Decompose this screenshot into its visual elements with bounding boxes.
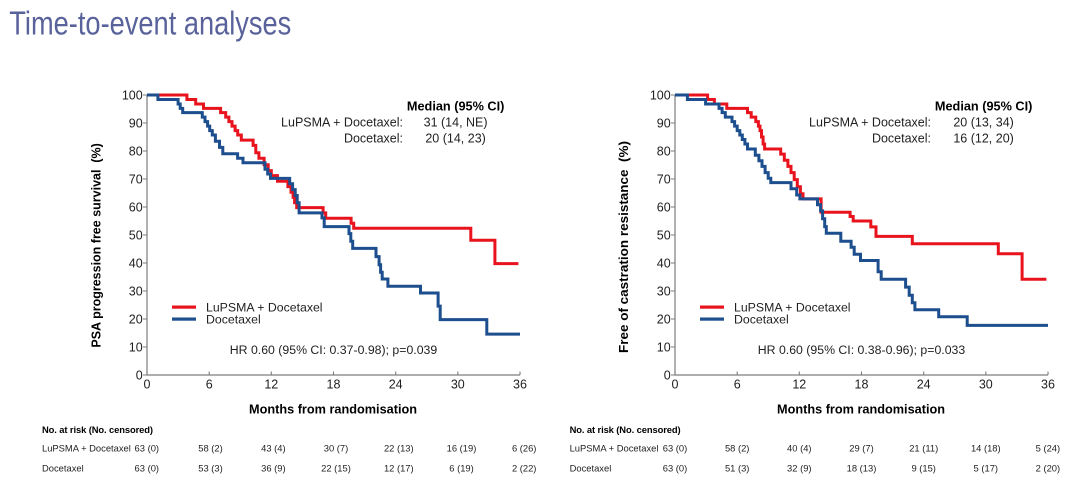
svg-text:14 (18): 14 (18): [971, 442, 1001, 453]
svg-text:10: 10: [657, 341, 671, 355]
svg-text:21 (11): 21 (11): [909, 442, 938, 453]
svg-text:40: 40: [657, 257, 671, 271]
svg-text:22 (15): 22 (15): [321, 462, 351, 473]
svg-text:PSA progression free survival: PSA progression free survival (%): [90, 143, 104, 347]
svg-text:Docetaxel: Docetaxel: [42, 462, 84, 473]
svg-text:Median (95% CI): Median (95% CI): [407, 100, 505, 114]
svg-text:36: 36: [1041, 378, 1055, 392]
svg-text:18: 18: [327, 378, 341, 392]
svg-text:30: 30: [979, 378, 993, 392]
svg-text:60: 60: [129, 201, 143, 215]
svg-text:10: 10: [129, 341, 143, 355]
svg-text:0: 0: [664, 369, 671, 383]
svg-text:0: 0: [136, 369, 143, 383]
svg-text:36 (9): 36 (9): [261, 462, 286, 473]
svg-text:LuPSMA + Docetaxel: LuPSMA + Docetaxel: [42, 442, 131, 453]
svg-text:22 (13): 22 (13): [384, 442, 414, 453]
svg-text:6 (19): 6 (19): [449, 462, 474, 473]
svg-text:20: 20: [657, 313, 671, 327]
svg-text:Docetaxel: Docetaxel: [734, 313, 789, 327]
svg-text:30 (7): 30 (7): [324, 442, 349, 453]
svg-text:36: 36: [513, 378, 527, 392]
svg-text:Months from randomisation: Months from randomisation: [249, 402, 417, 416]
svg-text:18: 18: [855, 378, 869, 392]
svg-text:80: 80: [129, 145, 143, 159]
svg-text:5 (17): 5 (17): [974, 462, 999, 473]
svg-text:No. at risk (No. censored): No. at risk (No. censored): [42, 424, 153, 435]
svg-text:43 (4): 43 (4): [261, 442, 286, 453]
svg-text:6: 6: [734, 378, 741, 392]
svg-text:20 (14, 23): 20 (14, 23): [425, 131, 485, 145]
svg-text:9 (15): 9 (15): [911, 462, 936, 473]
svg-text:LuPSMA + Docetaxel:: LuPSMA + Docetaxel:: [809, 116, 931, 130]
svg-text:53 (3): 53 (3): [198, 462, 223, 473]
svg-text:HR 0.60 (95% CI: 0.38-0.96); p: HR 0.60 (95% CI: 0.38-0.96); p=0.033: [758, 343, 966, 357]
svg-text:18 (13): 18 (13): [847, 462, 877, 473]
svg-text:LuPSMA + Docetaxel: LuPSMA + Docetaxel: [570, 442, 659, 453]
svg-text:80: 80: [657, 145, 671, 159]
svg-text:40: 40: [129, 257, 143, 271]
svg-text:20: 20: [129, 313, 143, 327]
svg-text:Docetaxel: Docetaxel: [570, 462, 612, 473]
svg-text:Median (95% CI): Median (95% CI): [935, 100, 1033, 114]
svg-text:2 (20): 2 (20): [1036, 462, 1061, 473]
svg-text:30: 30: [129, 285, 143, 299]
svg-text:LuPSMA + Docetaxel:: LuPSMA + Docetaxel:: [281, 116, 403, 130]
svg-text:70: 70: [129, 173, 143, 187]
svg-text:90: 90: [129, 117, 143, 131]
svg-text:LuPSMA + Docetaxel: LuPSMA + Docetaxel: [734, 301, 851, 315]
svg-text:2 (22): 2 (22): [512, 462, 537, 473]
svg-text:0: 0: [144, 378, 151, 392]
svg-text:50: 50: [657, 229, 671, 243]
svg-text:30: 30: [657, 285, 671, 299]
svg-text:5 (24): 5 (24): [1036, 442, 1061, 453]
svg-text:0: 0: [672, 378, 679, 392]
svg-text:12: 12: [264, 378, 278, 392]
svg-text:Docetaxel:: Docetaxel:: [344, 131, 403, 145]
svg-text:Months from randomisation: Months from randomisation: [777, 402, 945, 416]
svg-text:100: 100: [122, 89, 143, 103]
svg-text:40 (4): 40 (4): [787, 442, 812, 453]
svg-text:12 (17): 12 (17): [384, 462, 414, 473]
svg-text:LuPSMA + Docetaxel: LuPSMA + Docetaxel: [206, 301, 323, 315]
svg-text:6 (26): 6 (26): [512, 442, 537, 453]
svg-text:58 (2): 58 (2): [198, 442, 223, 453]
svg-text:51 (3): 51 (3): [725, 462, 750, 473]
svg-text:Docetaxel:: Docetaxel:: [872, 131, 931, 145]
svg-text:24: 24: [917, 378, 931, 392]
svg-text:31 (14, NE): 31 (14, NE): [424, 116, 488, 130]
svg-text:100: 100: [650, 89, 671, 103]
svg-text:29 (7): 29 (7): [849, 442, 874, 453]
svg-text:HR 0.60 (95% CI: 0.37-0.98); p: HR 0.60 (95% CI: 0.37-0.98); p=0.039: [230, 343, 438, 357]
svg-text:63 (0): 63 (0): [663, 442, 688, 453]
svg-text:70: 70: [657, 173, 671, 187]
svg-text:16 (12, 20): 16 (12, 20): [953, 131, 1013, 145]
svg-text:30: 30: [451, 378, 465, 392]
svg-text:6: 6: [206, 378, 213, 392]
svg-text:60: 60: [657, 201, 671, 215]
svg-text:Time-to-event analyses: Time-to-event analyses: [9, 5, 291, 42]
svg-text:32 (9): 32 (9): [787, 462, 812, 473]
svg-text:90: 90: [657, 117, 671, 131]
svg-text:50: 50: [129, 229, 143, 243]
svg-text:Free of castration resistance: Free of castration resistance (%): [617, 141, 631, 353]
svg-text:Docetaxel: Docetaxel: [206, 313, 261, 327]
svg-text:63 (0): 63 (0): [135, 462, 160, 473]
svg-text:58 (2): 58 (2): [725, 442, 750, 453]
svg-text:24: 24: [389, 378, 403, 392]
svg-text:16 (19): 16 (19): [447, 442, 477, 453]
svg-text:63 (0): 63 (0): [135, 442, 160, 453]
svg-text:12: 12: [792, 378, 806, 392]
svg-text:20 (13, 34): 20 (13, 34): [953, 116, 1013, 130]
svg-text:No. at risk (No. censored): No. at risk (No. censored): [570, 424, 681, 435]
svg-text:63 (0): 63 (0): [663, 462, 688, 473]
